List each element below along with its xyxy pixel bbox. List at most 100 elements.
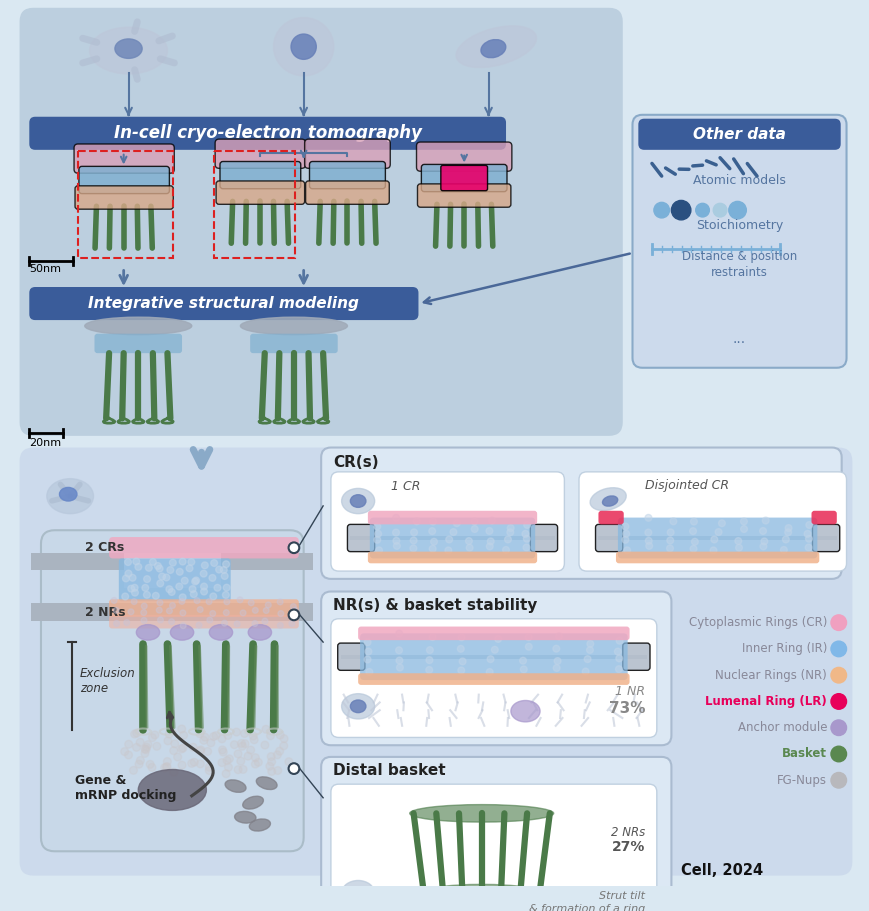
Text: Integrative structural modeling: Integrative structural modeling <box>89 296 359 311</box>
Circle shape <box>223 732 231 740</box>
Text: NR(s) & basket stability: NR(s) & basket stability <box>333 598 536 612</box>
FancyBboxPatch shape <box>358 673 629 685</box>
Circle shape <box>234 750 242 758</box>
Circle shape <box>671 200 690 220</box>
Circle shape <box>223 584 229 591</box>
Circle shape <box>805 544 811 551</box>
Circle shape <box>141 603 147 609</box>
Circle shape <box>128 609 134 615</box>
Circle shape <box>494 636 501 642</box>
Circle shape <box>191 578 198 585</box>
FancyBboxPatch shape <box>220 161 301 189</box>
FancyBboxPatch shape <box>337 643 364 670</box>
Circle shape <box>240 610 246 616</box>
Circle shape <box>236 757 244 765</box>
Circle shape <box>180 610 186 616</box>
Circle shape <box>163 763 170 771</box>
Circle shape <box>277 610 283 617</box>
Circle shape <box>430 538 437 545</box>
Circle shape <box>621 537 628 543</box>
Text: Nuclear Rings (NR): Nuclear Rings (NR) <box>714 669 826 681</box>
Circle shape <box>445 536 452 543</box>
Circle shape <box>581 668 588 675</box>
Circle shape <box>466 545 473 551</box>
Circle shape <box>277 622 283 629</box>
FancyBboxPatch shape <box>417 184 510 207</box>
Circle shape <box>553 645 559 652</box>
FancyBboxPatch shape <box>358 627 629 640</box>
Circle shape <box>615 638 622 644</box>
Circle shape <box>131 584 138 591</box>
Circle shape <box>395 657 402 664</box>
Circle shape <box>261 742 269 749</box>
FancyBboxPatch shape <box>811 511 836 525</box>
Circle shape <box>273 751 281 759</box>
FancyBboxPatch shape <box>632 115 846 368</box>
Circle shape <box>164 737 171 745</box>
Ellipse shape <box>209 625 232 640</box>
Circle shape <box>718 520 725 527</box>
Circle shape <box>487 538 494 545</box>
Circle shape <box>584 656 590 662</box>
Circle shape <box>130 730 138 738</box>
Text: Other data: Other data <box>693 127 785 142</box>
Circle shape <box>224 763 232 771</box>
Circle shape <box>163 574 169 581</box>
Circle shape <box>124 741 132 748</box>
Ellipse shape <box>273 17 334 76</box>
Circle shape <box>267 752 275 761</box>
FancyBboxPatch shape <box>638 118 839 149</box>
Circle shape <box>784 529 791 536</box>
Circle shape <box>760 538 766 545</box>
Circle shape <box>111 598 117 603</box>
Circle shape <box>209 610 216 617</box>
Circle shape <box>471 526 478 532</box>
Circle shape <box>143 743 150 752</box>
Circle shape <box>196 747 203 755</box>
Circle shape <box>167 567 174 573</box>
Circle shape <box>141 745 149 752</box>
Circle shape <box>375 530 381 537</box>
Circle shape <box>122 593 129 599</box>
Circle shape <box>277 599 282 605</box>
Circle shape <box>205 767 213 774</box>
Ellipse shape <box>589 487 626 510</box>
Circle shape <box>179 599 184 604</box>
FancyBboxPatch shape <box>75 186 173 210</box>
Bar <box>31 603 313 620</box>
Circle shape <box>644 529 651 536</box>
Circle shape <box>392 529 399 536</box>
Circle shape <box>230 741 238 749</box>
Circle shape <box>218 735 226 742</box>
Circle shape <box>123 575 129 582</box>
Ellipse shape <box>342 693 375 719</box>
Circle shape <box>237 597 242 603</box>
Circle shape <box>523 521 530 528</box>
Circle shape <box>202 562 208 568</box>
Bar <box>123 553 221 588</box>
Circle shape <box>364 656 370 663</box>
Text: Stoichiometry: Stoichiometry <box>695 220 782 232</box>
Circle shape <box>289 609 299 620</box>
Circle shape <box>502 547 509 553</box>
FancyBboxPatch shape <box>615 552 819 563</box>
FancyBboxPatch shape <box>330 784 656 911</box>
Circle shape <box>237 740 245 747</box>
Circle shape <box>365 648 371 655</box>
FancyBboxPatch shape <box>368 511 536 525</box>
Ellipse shape <box>248 625 271 640</box>
Circle shape <box>194 598 200 604</box>
Circle shape <box>222 770 229 778</box>
Circle shape <box>290 604 296 609</box>
Ellipse shape <box>138 770 206 811</box>
Circle shape <box>805 536 812 542</box>
Circle shape <box>519 658 526 664</box>
Text: 27%: 27% <box>611 840 645 855</box>
Bar <box>214 151 295 258</box>
FancyBboxPatch shape <box>598 511 623 525</box>
Circle shape <box>141 609 147 616</box>
FancyBboxPatch shape <box>309 161 385 189</box>
Circle shape <box>216 567 222 573</box>
Circle shape <box>426 657 433 663</box>
Circle shape <box>523 536 529 542</box>
